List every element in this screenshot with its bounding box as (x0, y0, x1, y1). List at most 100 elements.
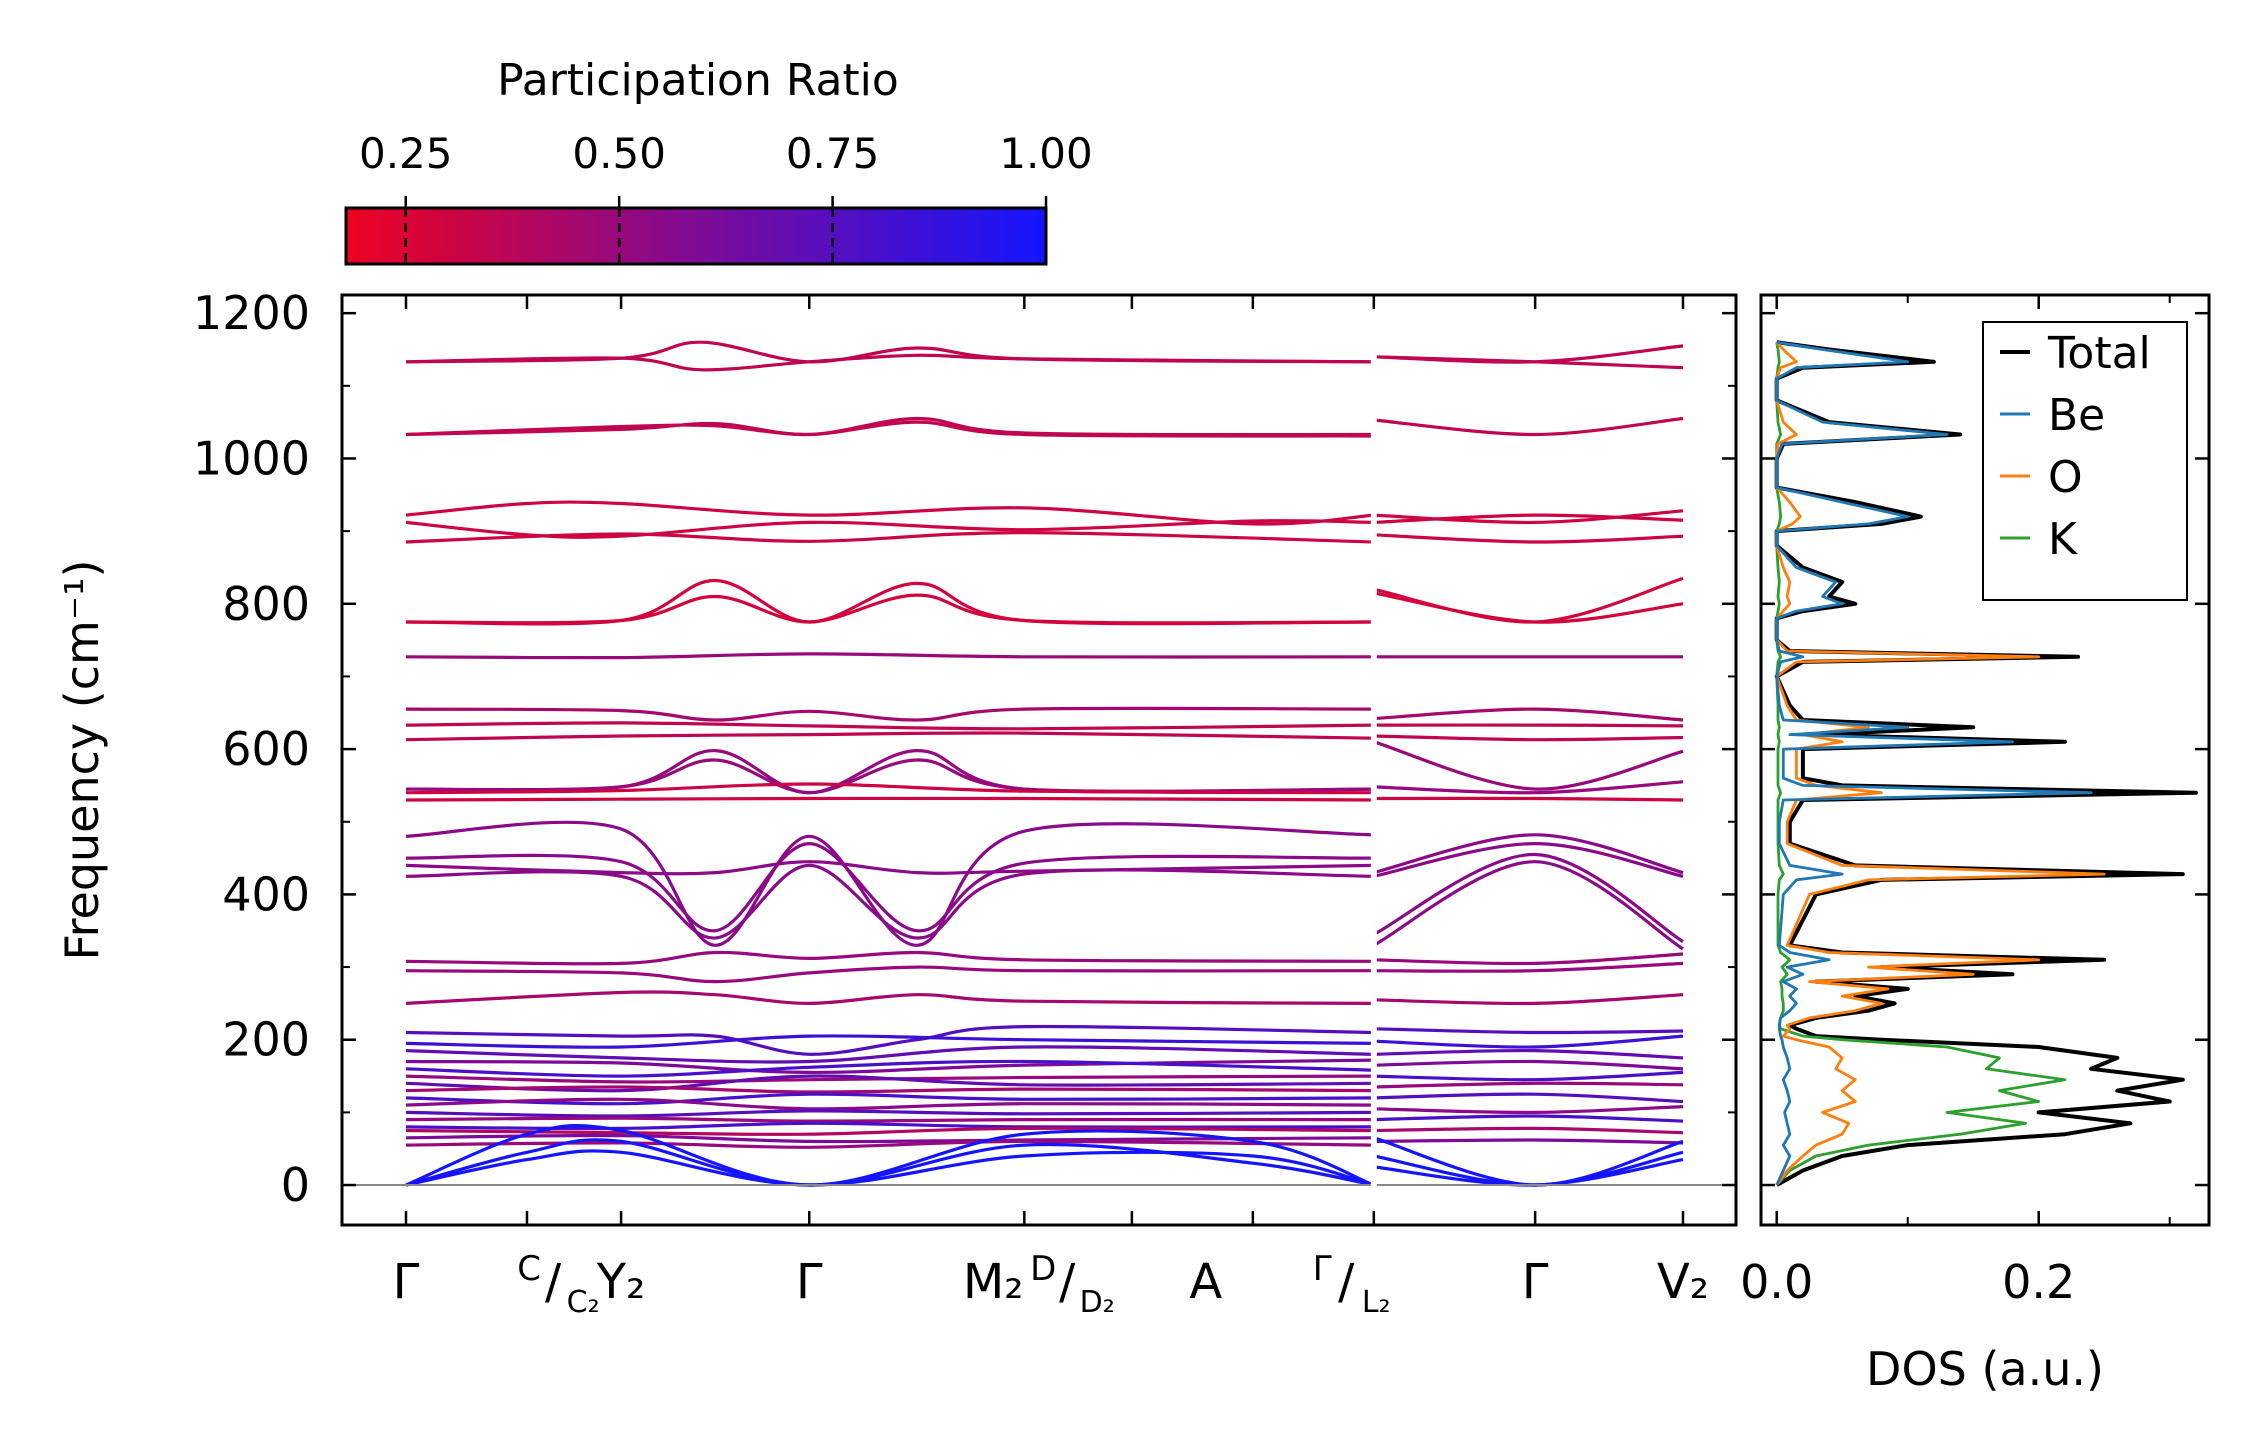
phonon-band-line (1373, 576, 1684, 624)
phonon-band-line (405, 530, 1374, 544)
phonon-band-line (405, 1045, 1374, 1064)
phonon-band-line (1373, 1114, 1684, 1123)
phonon-band-line (405, 1109, 1374, 1118)
phonon-band-line (405, 842, 1374, 933)
band-y-axis-label: Frequency (cm⁻¹) (55, 560, 109, 961)
band-x-tick-label-group: M₂ D / D₂ (963, 1249, 1115, 1320)
dos-legend: Total Be OK (1982, 321, 2188, 601)
phonon-band-line (1373, 1034, 1684, 1049)
band-x-tick-label: Γ (1522, 1254, 1549, 1310)
phonon-band-line (405, 1092, 1374, 1106)
phonon-band-line (1373, 860, 1684, 951)
phonon-band-line (405, 990, 1374, 1005)
band-x-tick-label: Γ (796, 1254, 823, 1310)
band-y-tick-label: 400 (222, 867, 310, 921)
phonon-band-line (1373, 1105, 1684, 1115)
phonon-band-line (405, 782, 1374, 795)
band-x-tick-label-group: Γ / L₂ (1313, 1249, 1391, 1320)
phonon-band-line (1373, 1059, 1684, 1071)
band-x-tick-label-group: C / C₂ (517, 1249, 599, 1320)
band-x-tick-label: Γ (393, 1254, 420, 1310)
phonon-band-line (1373, 416, 1684, 437)
phonon-band-line (1373, 740, 1684, 791)
band-x-tick-label: Y₂ (596, 1254, 646, 1310)
phonon-band-line (405, 416, 1374, 437)
band-x-tick-label-group: Y₂ (596, 1254, 646, 1310)
phonon-band-line (1373, 1048, 1684, 1060)
phonon-band-line (405, 500, 1374, 526)
phonon-band-line (405, 1034, 1374, 1049)
band-x-tick-label-sub: L₂ (1362, 1285, 1391, 1320)
band-x-tick-label-group: Γ (393, 1254, 420, 1310)
phonon-band-line (1373, 796, 1684, 802)
phonon-band-line (405, 652, 1374, 660)
phonon-band-line (1373, 591, 1684, 624)
phonon-band-line (1373, 1070, 1684, 1082)
phonon-band-line (405, 1085, 1374, 1094)
phonon-band-line (405, 1139, 1374, 1149)
phonon-band-line (405, 731, 1374, 742)
phonon-band-line (405, 863, 1374, 940)
dos-x-tick-label: 0.2 (2002, 1255, 2075, 1309)
phonon-band-line (1373, 961, 1684, 973)
phonon-band-line (1373, 1081, 1684, 1089)
band-x-tick-label-group: Γ (1522, 1254, 1549, 1310)
phonon-band-line (1373, 533, 1684, 544)
phonon-band-line (1373, 1126, 1684, 1135)
legend-label-o: O (2048, 452, 2083, 503)
band-x-tick-label-sup: C (517, 1249, 541, 1289)
phonon-band-line (1373, 952, 1684, 966)
colorbar: Participation Ratio 0.25 0.50 0.75 1.00 (344, 55, 1093, 266)
band-x-tick-label-sub: C₂ (567, 1285, 600, 1320)
band-x-tick-label-group: Γ (796, 1254, 823, 1310)
legend-label-k: K (2048, 514, 2078, 565)
phonon-band-line (1373, 723, 1684, 728)
phonon-band-line (405, 1074, 1374, 1084)
colorbar-tick-label: 0.50 (572, 129, 666, 178)
colorbar-tick-label: 0.25 (359, 129, 453, 178)
legend-box (1982, 321, 2188, 601)
band-x-tick-label-sup: Γ (1313, 1249, 1332, 1289)
phonon-band-line (405, 1058, 1374, 1075)
phonon-band-line (1373, 993, 1684, 1006)
dos-line-k (1775, 341, 2067, 1186)
colorbar-tick-label: 0.75 (786, 129, 880, 178)
phonon-band-line (405, 1133, 1374, 1144)
band-x-tick-label: M₂ (963, 1254, 1024, 1310)
dos-x-axis-label: DOS (a.u.) (1866, 1342, 2104, 1396)
phonon-band-line (405, 1149, 1375, 1187)
band-x-tick-label-sup: D (1030, 1249, 1056, 1289)
phonon-band-line (405, 593, 1374, 625)
band-x-tick-label-sub: D₂ (1080, 1285, 1115, 1320)
phonon-band-line (405, 706, 1374, 722)
phonon-band-line (405, 353, 1374, 372)
phonon-band-line (1373, 734, 1684, 742)
dos-x-tick-label: 0.0 (1740, 1255, 1813, 1309)
phonon-band-line (1373, 1138, 1684, 1145)
band-y-tick-label: 0 (281, 1158, 310, 1212)
band-x-tick-label: A (1189, 1254, 1222, 1310)
colorbar-tick-label: 1.00 (999, 129, 1093, 178)
band-y-tick-label: 200 (222, 1013, 310, 1067)
dos-plot-frame (1759, 293, 2211, 1227)
phonon-band-line (1373, 1158, 1684, 1187)
phonon-band-line (1373, 1136, 1684, 1187)
phonon-band-line (1373, 833, 1684, 875)
phonon-band-line (1373, 842, 1684, 878)
legend-label-total: Total (2047, 328, 2151, 379)
dos-line-be (1775, 340, 2093, 1186)
phonon-band-line (1373, 513, 1684, 524)
legend-label-be: Be (2048, 390, 2105, 441)
phonon-band-line (405, 1059, 1374, 1078)
phonon-band-line (1373, 1092, 1684, 1104)
colorbar-gradient (344, 206, 1048, 266)
phonon-band-line (405, 578, 1374, 626)
band-y-tick-label: 600 (222, 722, 310, 776)
phonon-band-line (1373, 355, 1684, 370)
phonon-band-line (1373, 509, 1684, 525)
band-x-tick-label-slash: / (545, 1254, 562, 1310)
phonon-band-line (1373, 707, 1684, 722)
phonon-band-line (405, 1116, 1374, 1123)
band-x-tick-label-slash: / (1338, 1254, 1355, 1310)
